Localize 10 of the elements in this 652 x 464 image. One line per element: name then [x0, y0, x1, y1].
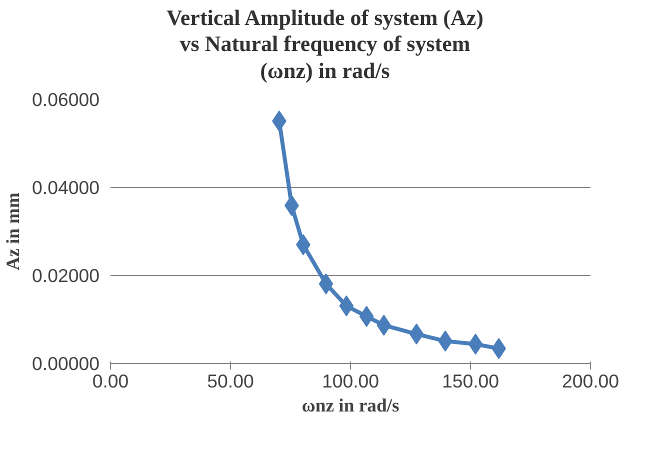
- y-tick-label: 0.02000: [32, 265, 100, 286]
- x-tick-label: 50.00: [207, 370, 254, 392]
- y-tick-label: 0.06000: [32, 89, 100, 110]
- chart-title: Vertical Amplitude of system (Az) vs Natural frequency of system (ωnz) in rad/s: [166, 5, 484, 84]
- x-tick-label: 150.00: [442, 370, 500, 392]
- y-tick-label: 0.04000: [32, 177, 100, 198]
- x-axis-title: ωnz in rad/s: [302, 396, 400, 417]
- x-tick-label: 200.00: [562, 370, 620, 392]
- x-tick-label: 100.00: [322, 370, 380, 392]
- y-axis-title: Az in mm: [3, 192, 24, 271]
